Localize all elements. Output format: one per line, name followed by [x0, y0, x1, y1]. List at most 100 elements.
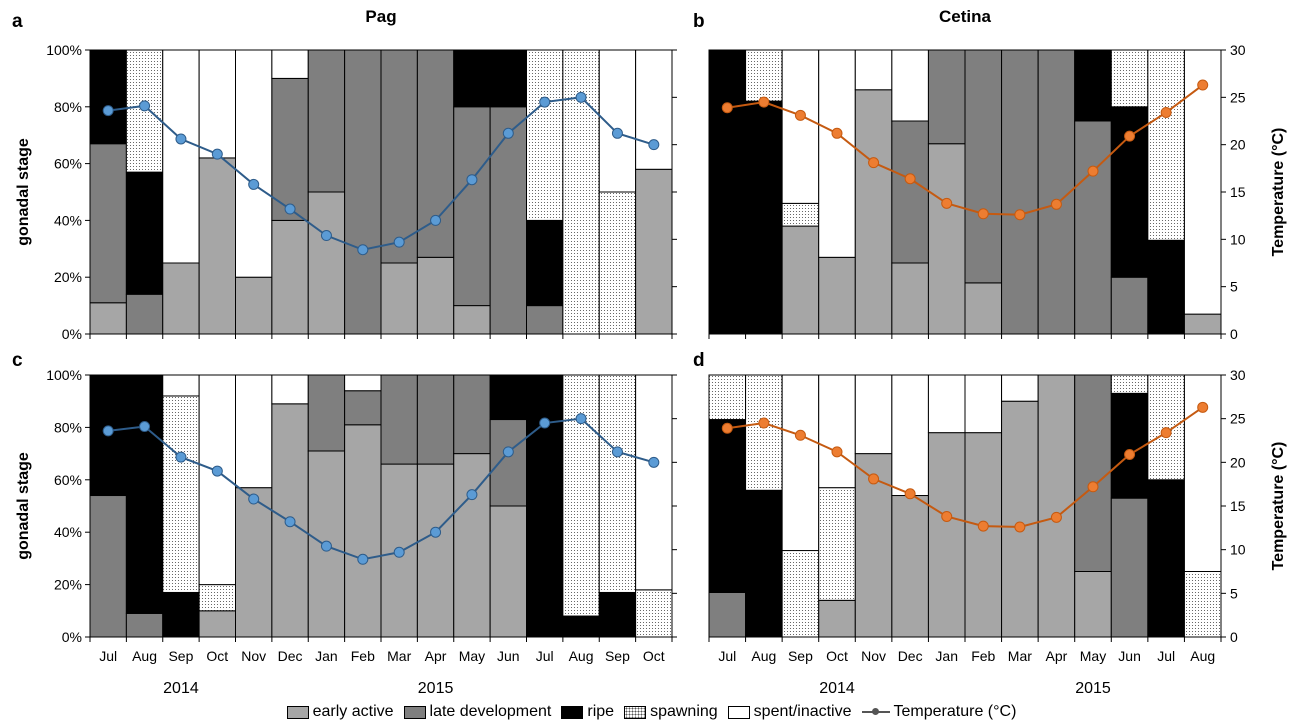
late-development-swatch [403, 705, 426, 719]
temperature-point [1050, 511, 1062, 523]
bar-segment-late [271, 77, 309, 221]
bar-segment-early [635, 168, 673, 335]
bar-segment-late [1110, 276, 1149, 335]
temperature-point [831, 127, 843, 139]
bar-segment-spent [235, 374, 273, 489]
temperature-point [941, 510, 953, 522]
y-axis-tick-label: 0% [62, 629, 82, 645]
legend-item-late-development: late development [403, 703, 552, 721]
temperature-axis-tick-label: 20 [1230, 454, 1246, 470]
temperature-point [175, 133, 187, 145]
temperature-point [794, 429, 806, 441]
x-axis-month-label: Aug [569, 648, 594, 664]
x-axis-month-label: Jul [99, 648, 117, 664]
temperature-axis-tick-label: 25 [1230, 411, 1246, 427]
bar-segment-spent [271, 49, 309, 79]
temperature-point [758, 96, 770, 108]
temperature-point [1197, 401, 1209, 413]
x-axis-month-label: Sep [605, 648, 630, 664]
bar-segment-spawn [1110, 374, 1149, 394]
y-axis-tick-label: 0% [62, 326, 82, 342]
bar-segment-late [125, 612, 164, 638]
bar-segment-late [89, 495, 127, 638]
legend-label-late-development: late development [429, 703, 552, 720]
temperature-point [284, 203, 296, 215]
temperature-point [977, 520, 989, 532]
bar-segment-early [818, 599, 856, 638]
bar-segment-spawn [745, 49, 783, 102]
temperature-axis-tick-label: 0 [1230, 326, 1238, 342]
bar-segment-spent [854, 49, 893, 91]
temperature-point [1124, 448, 1136, 460]
temperature-point [1087, 481, 1099, 493]
y-axis-tick-label: 40% [54, 524, 82, 540]
bar-segment-early [380, 262, 418, 335]
spent-inactive-swatch [727, 705, 750, 719]
temperature-point [102, 105, 114, 117]
chart-legend: early active late development ripe spawn… [0, 700, 1303, 724]
x-axis-month-label: Jan [935, 648, 958, 664]
panel-d-cetina-chart: 0 5 10 15 20 25 30 Temperature (°C) Jul Aug Sep Oct… [708, 367, 1287, 697]
x-axis-month-label: Apr [425, 648, 447, 664]
bar-segment-late [1074, 374, 1112, 572]
y-axis-label: gonadal stage [15, 138, 32, 246]
temperature-point [1014, 209, 1026, 221]
bar-segment-late [380, 49, 418, 264]
temperature-point [794, 109, 806, 121]
temperature-point [211, 465, 223, 477]
temperature-line [727, 406, 1204, 528]
y-axis-tick-label: 100% [46, 42, 82, 58]
y-axis-tick-label: 40% [54, 212, 82, 228]
bar-segment-ripe [562, 615, 600, 638]
bar-segment-spent [964, 374, 1003, 434]
bar-segment-early [198, 610, 236, 638]
bar-segment-spent [781, 374, 820, 552]
bar-segment-early [416, 256, 455, 335]
bar-segment-spent [891, 49, 929, 122]
bar-segment-spent [927, 374, 966, 434]
bar-segment-ripe [125, 374, 164, 614]
temperature-point [320, 540, 332, 552]
legend-label-early-active: early active [312, 703, 394, 720]
x-axis-year-label: 2014 [163, 680, 199, 697]
y-axis-tick-label: 100% [46, 367, 82, 383]
temperature-point [758, 417, 770, 429]
bar-segment-spent [781, 49, 820, 204]
x-axis-month-label: Nov [861, 648, 886, 664]
panel-letter-d: d [693, 350, 705, 371]
x-axis-month-label: Aug [1190, 648, 1215, 664]
bar-segment-spawn [162, 395, 200, 593]
x-axis-month-label: Feb [971, 648, 995, 664]
legend-item-early-active: early active [286, 703, 394, 721]
x-axis-month-label: Dec [278, 648, 303, 664]
bar-segment-late [416, 374, 455, 465]
x-axis-month-label: Sep [168, 648, 193, 664]
bar-segment-early [1183, 313, 1222, 335]
early-active-swatch [286, 705, 309, 719]
bar-segment-early [854, 89, 893, 335]
panel-c-pag-chart: 0% 20% 40% 60% 80% 100% gonadal stage Jul Aug Sep… [15, 367, 677, 697]
temperature-point [502, 446, 514, 458]
temperature-axis-tick-label: 15 [1230, 498, 1246, 514]
x-axis-month-label: Jan [315, 648, 338, 664]
temperature-point [1124, 130, 1136, 142]
y-axis-tick-label: 80% [54, 419, 82, 435]
bar-segment-early [964, 432, 1003, 638]
bar-segment-late [1074, 120, 1112, 335]
temperature-axis-tick-label: 10 [1230, 542, 1246, 558]
bar-segment-spent [635, 374, 673, 591]
chart-title: Pag [365, 7, 396, 26]
temperature-line [108, 96, 655, 251]
temperature-point [1050, 198, 1062, 210]
panel-a-pag-chart: Pag 0% 20% 40% 60% 80% 100% gonadal stage [15, 7, 677, 342]
temperature-point [320, 230, 332, 242]
bar-segment-early [818, 256, 856, 335]
bar-segment-ripe [526, 374, 564, 638]
x-axis-month-label: Apr [1046, 648, 1068, 664]
temperature-point [1014, 521, 1026, 533]
bar-segment-spent [891, 374, 929, 497]
bar-segment-late [526, 305, 564, 335]
bar-segment-ripe [125, 171, 164, 295]
temperature-point [575, 91, 587, 103]
